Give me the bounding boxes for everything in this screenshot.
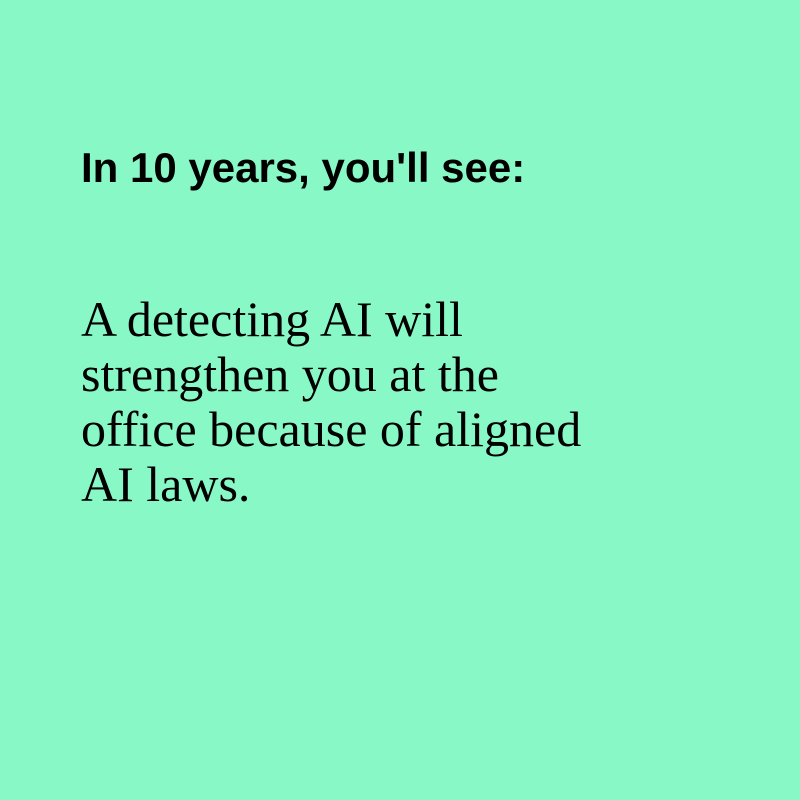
heading: In 10 years, you'll see: <box>81 144 526 191</box>
prediction-line: AI laws. <box>81 456 251 512</box>
prediction-line: office because of aligned <box>81 401 582 457</box>
prediction-line: A detecting AI will <box>81 291 463 347</box>
prediction-line: strengthen you at the <box>81 346 499 402</box>
prediction-text: A detecting AI will strengthen you at th… <box>81 292 581 512</box>
